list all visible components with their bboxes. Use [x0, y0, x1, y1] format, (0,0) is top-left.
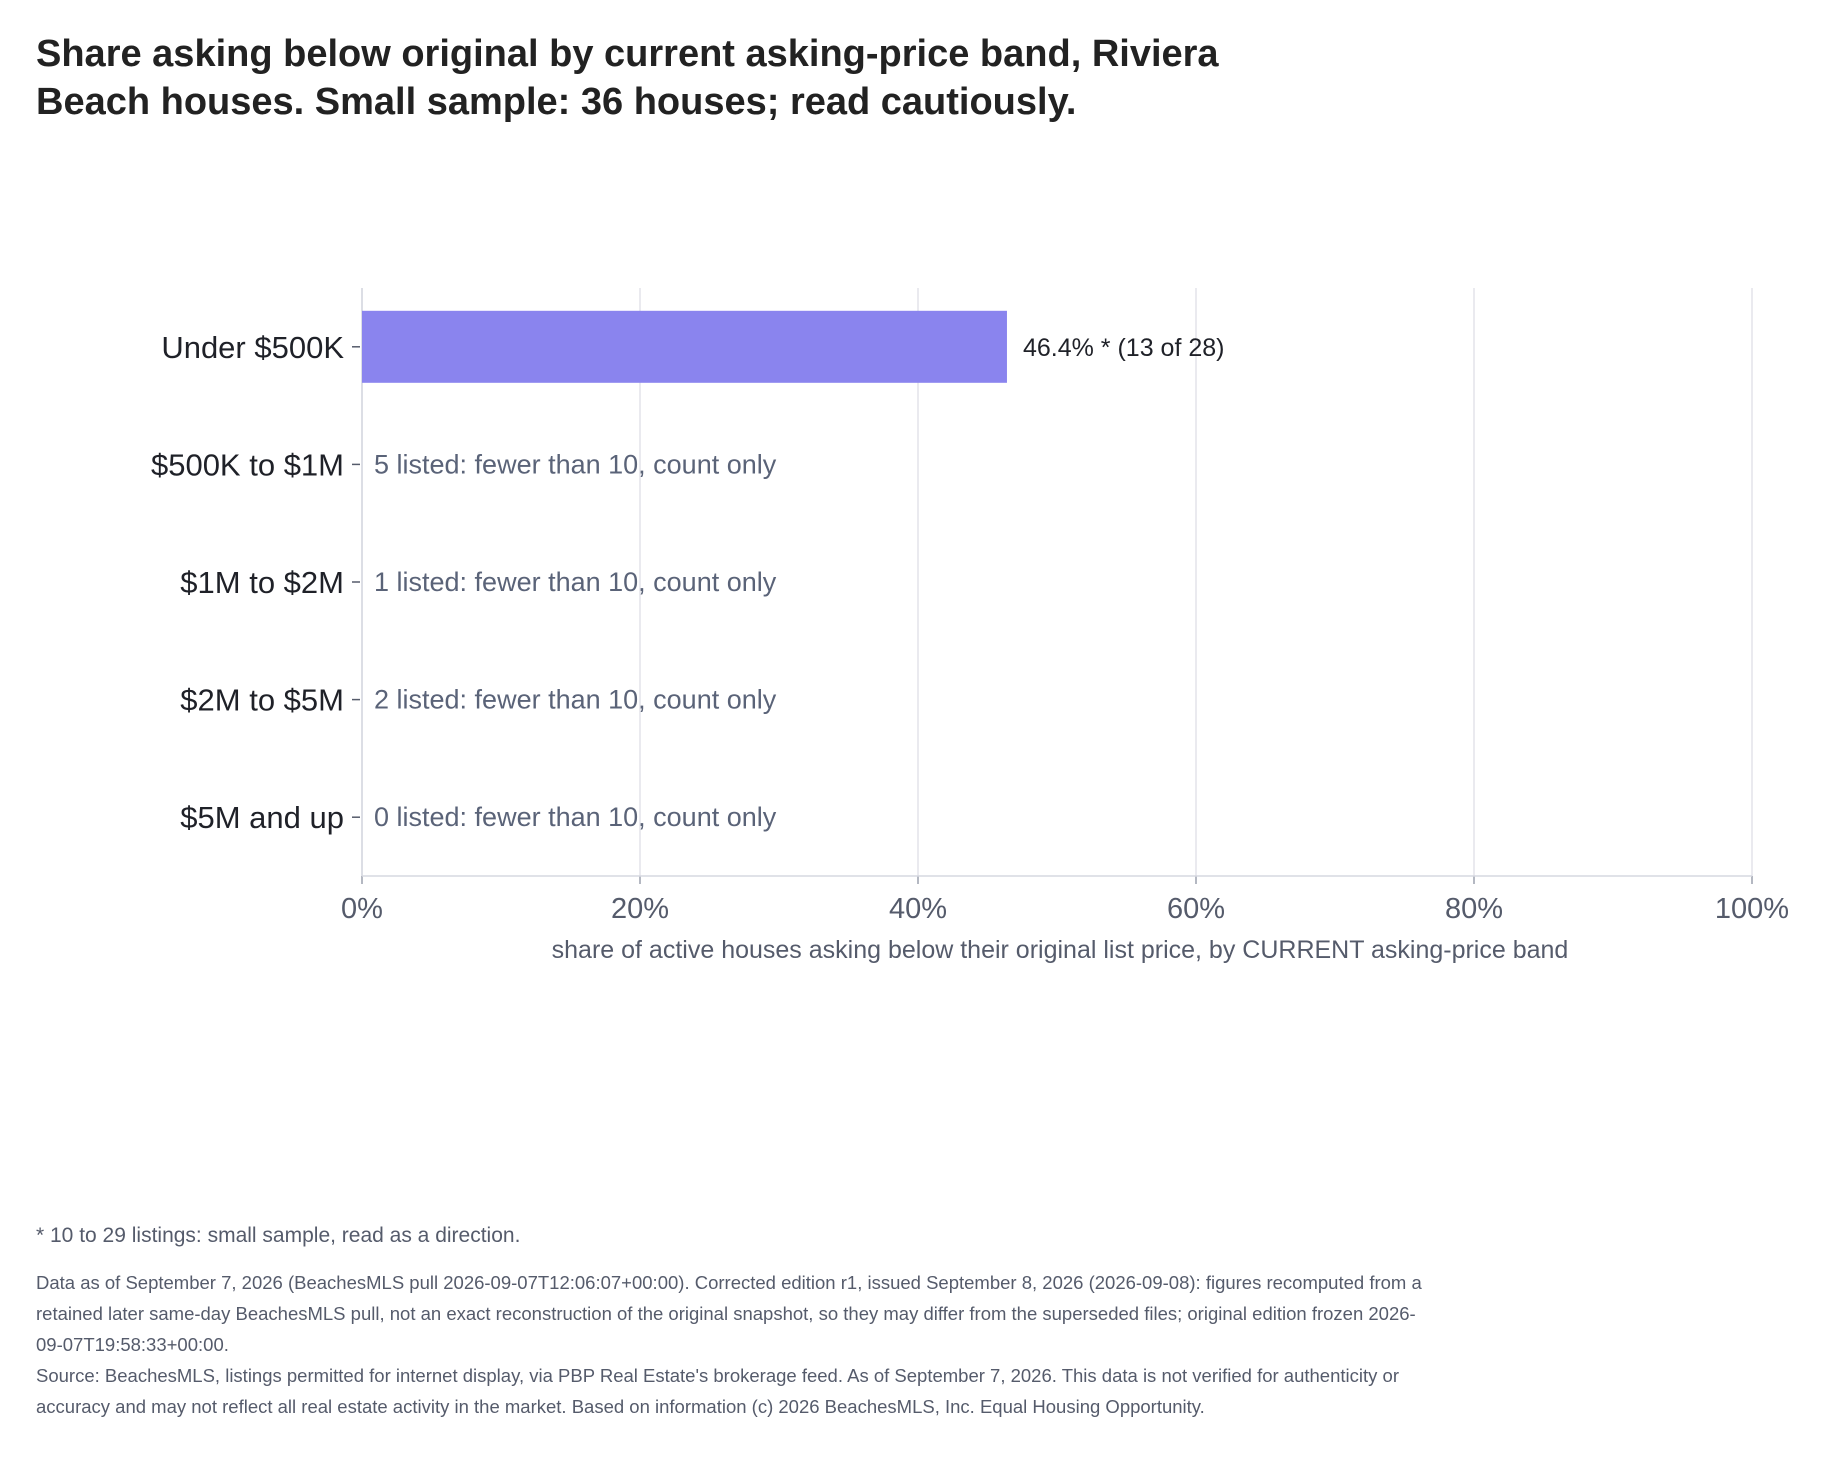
data-labels: 46.4% * (13 of 28) 5 listed: fewer than 1… [374, 334, 1224, 832]
small-sample-footnote: * 10 to 29 listings: small sample, read … [36, 1224, 521, 1247]
x-tick-label: 0% [341, 893, 383, 925]
bar [362, 310, 1007, 383]
bar-chart: 0% 20% 40% 60% 80% 100% Under $500K $500K to $1… [151, 288, 1789, 964]
x-tick-label: 20% [611, 893, 669, 925]
y-tick-label: Under $500K [161, 330, 344, 365]
data-label: 46.4% * (13 of 28) [1023, 334, 1225, 362]
chart-title: Share asking below original by current a… [36, 33, 1219, 123]
data-label: 2 listed: fewer than 10, count only [374, 685, 777, 715]
bars [362, 310, 1007, 383]
data-label: 0 listed: fewer than 10, count only [374, 802, 777, 832]
axes: 0% 20% 40% 60% 80% 100% Under $500K $500K to $1… [151, 288, 1789, 925]
x-tick-label: 80% [1445, 893, 1503, 925]
x-tick-label: 40% [889, 893, 947, 925]
x-tick-label: 60% [1167, 893, 1225, 925]
data-note: Data as of September 7, 2026 (BeachesMLS… [36, 1272, 1422, 1355]
x-tick-label: 100% [1715, 893, 1789, 925]
data-label: 5 listed: fewer than 10, count only [374, 449, 777, 479]
data-label: 1 listed: fewer than 10, count only [374, 567, 777, 597]
source-note: Source: BeachesMLS, listings permitted f… [36, 1365, 1399, 1417]
y-tick-label: $500K to $1M [151, 447, 344, 482]
y-tick-label: $5M and up [180, 800, 344, 835]
x-axis-label: share of active houses asking below thei… [552, 936, 1569, 964]
y-tick-label: $1M to $2M [180, 565, 344, 600]
y-tick-label: $2M to $5M [180, 683, 344, 718]
